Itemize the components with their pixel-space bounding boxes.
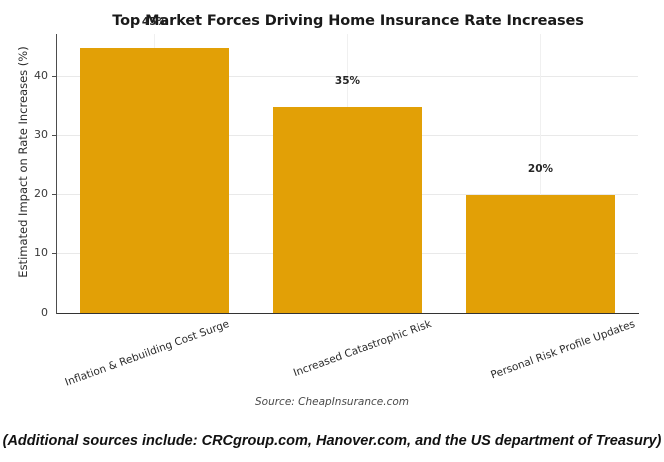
x-axis-label-category-2: Increased Catastrophic Risk [291,318,434,380]
plot-area: 45% 35% 20% [57,16,638,313]
y-tick-mark-30 [52,135,56,136]
y-tick-mark-20 [52,194,56,195]
bar-value-label-2: 35% [334,75,361,87]
bar-increased-catastrophic-risk[interactable] [273,107,422,313]
bar-value-label-3: 20% [527,163,554,175]
y-tick-label-30: 30 [34,128,48,141]
bar-value-label-1: 45% [141,16,168,28]
x-axis-line [57,313,639,315]
y-axis-line [56,34,58,314]
y-tick-label-10: 10 [34,246,48,259]
x-axis-label-category-3: Personal Risk Profile Updates [489,318,637,382]
vgridline-category-3 [540,34,541,313]
bar-inflation-rebuilding-cost-surge[interactable] [80,48,229,313]
source-note: Source: CheapInsurance.com [255,396,409,408]
x-axis-label-category-1: Inflation & Rebuilding Cost Surge [63,318,231,389]
y-tick-label-20: 20 [34,187,48,200]
chart-title: Top Market Forces Driving Home Insurance… [112,13,584,29]
y-tick-mark-40 [52,76,56,77]
y-tick-label-0: 0 [41,306,48,319]
y-tick-label-40: 40 [34,69,48,82]
y-tick-mark-10 [52,253,56,254]
additional-sources-caption: (Additional sources include: CRCgroup.co… [2,433,662,449]
bar-personal-risk-profile-updates[interactable] [466,195,615,313]
